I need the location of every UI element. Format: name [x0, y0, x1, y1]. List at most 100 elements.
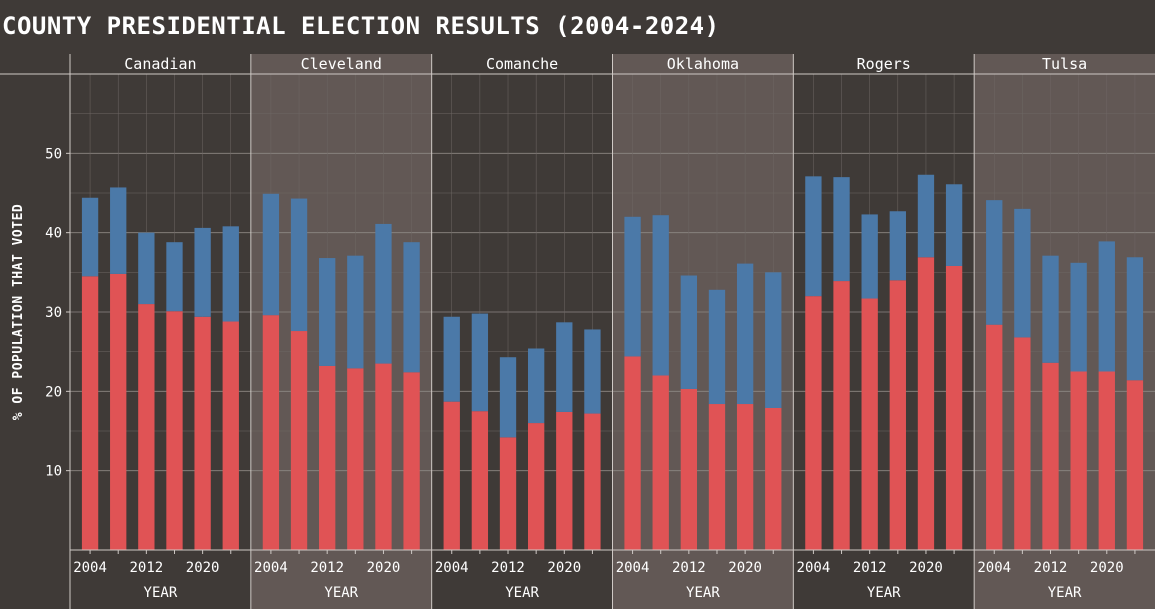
bar-democrat-2004: [262, 193, 280, 316]
bar-republican-2024: [584, 413, 601, 550]
x-tick-label: 2020: [728, 560, 762, 576]
x-tick-label: 2004: [435, 560, 469, 576]
bar-democrat-2024: [584, 329, 601, 414]
x-tick-label: 2004: [797, 560, 831, 576]
bar-democrat-2016: [527, 348, 545, 424]
bar-republican-2008: [110, 273, 127, 550]
x-axis-title: YEAR: [505, 585, 539, 601]
bar-democrat-2008: [290, 198, 308, 332]
bar-democrat-2008: [471, 313, 489, 412]
bar-republican-2012: [861, 298, 878, 550]
bar-democrat-2004: [805, 176, 822, 297]
gridlines: [431, 74, 613, 550]
y-tick-label: 20: [45, 384, 62, 400]
facet-background: [431, 54, 613, 609]
bar-democrat-2016: [166, 242, 183, 312]
bar-republican-2004: [443, 401, 460, 550]
bar-republican-2024: [403, 372, 420, 550]
bar-democrat-2004: [624, 216, 641, 357]
facet-comanche: Comanche 2004 2012 2020 YEAR: [431, 54, 613, 609]
bar-republican-2012: [680, 388, 698, 550]
x-tick-label: 2012: [129, 560, 163, 576]
bar-republican-2008: [471, 411, 489, 550]
x-tick-label: 2020: [909, 560, 943, 576]
bar-republican-2012: [499, 437, 517, 550]
facet-tulsa: Tulsa 2004 2012 2020 YEAR: [973, 54, 1155, 609]
bar-republican-2012: [138, 304, 155, 550]
bar-democrat-2012: [499, 357, 517, 438]
facet-label: Oklahoma: [667, 55, 739, 73]
bar-republican-2004: [81, 276, 99, 550]
facet-cleveland: Cleveland 2004 2012 2020 YEAR: [250, 54, 432, 609]
bar-democrat-2016: [1070, 262, 1087, 372]
bar-republican-2024: [1126, 380, 1144, 550]
bar-democrat-2024: [1126, 257, 1144, 381]
facet-background: [612, 54, 794, 609]
facet-background: [70, 54, 251, 609]
bar-republican-2024: [222, 321, 239, 550]
x-tick-label: 2020: [1090, 560, 1124, 576]
bar-republican-2016: [708, 404, 726, 550]
x-tick-label: 2012: [310, 560, 344, 576]
bar-republican-2004: [624, 356, 641, 550]
bar-republican-2008: [1014, 337, 1031, 550]
bar-democrat-2016: [708, 289, 726, 405]
bar-republican-2024: [945, 265, 963, 550]
bar-democrat-2024: [765, 272, 782, 408]
x-tick-label: 2004: [616, 560, 650, 576]
x-axis-title: YEAR: [144, 585, 178, 601]
x-tick-label: 2020: [547, 560, 581, 576]
facet-rogers: Rogers 2004 2012 2020 YEAR: [792, 54, 975, 609]
bar-republican-2024: [765, 407, 782, 550]
bar-republican-2008: [290, 331, 308, 550]
x-tick-label: 2020: [186, 560, 220, 576]
x-axis-title: YEAR: [324, 585, 358, 601]
x-tick-label: 2004: [73, 560, 107, 576]
bar-republican-2004: [262, 315, 280, 550]
facet-background: [974, 54, 1155, 609]
bar-republican-2016: [889, 280, 906, 550]
y-axis-label: % OF POPULATION THAT VOTED: [11, 204, 26, 421]
bar-democrat-2020: [1098, 241, 1115, 372]
bar-republican-2020: [1098, 371, 1115, 550]
bar-democrat-2024: [222, 226, 239, 322]
y-tick-label: 10: [45, 464, 62, 480]
x-tick-label: 2012: [491, 560, 525, 576]
y-tick-label: 40: [45, 226, 62, 242]
bar-democrat-2012: [1042, 255, 1059, 363]
facet-panels: Canadian 2004 2012 2020 YEAR Cleveland 2004 201…: [69, 54, 1155, 609]
bar-republican-2016: [347, 368, 364, 550]
bar-democrat-2020: [194, 227, 211, 317]
bar-republican-2004: [986, 324, 1003, 550]
facet-background: [793, 54, 975, 609]
bar-republican-2008: [652, 375, 669, 550]
x-tick-label: 2012: [1034, 560, 1068, 576]
bar-democrat-2008: [833, 177, 850, 282]
bar-republican-2016: [527, 423, 545, 550]
bar-democrat-2016: [347, 255, 364, 369]
bar-democrat-2020: [375, 223, 392, 364]
x-tick-label: 2012: [672, 560, 706, 576]
facet-label: Rogers: [857, 55, 911, 73]
bar-democrat-2008: [652, 215, 669, 376]
bar-democrat-2024: [945, 184, 963, 266]
bar-democrat-2020: [736, 263, 754, 405]
bar-democrat-2016: [889, 211, 906, 281]
bar-democrat-2008: [110, 187, 127, 274]
facet-oklahoma: Oklahoma 2004 2012 2020 YEAR: [612, 54, 794, 609]
y-tick-label: 50: [45, 146, 62, 162]
bar-democrat-2004: [443, 316, 460, 402]
bar-democrat-2020: [917, 174, 935, 258]
bar-republican-2020: [556, 411, 573, 550]
bar-democrat-2012: [319, 258, 336, 366]
bar-democrat-2024: [403, 242, 420, 373]
bar-republican-2020: [194, 316, 211, 550]
bar-republican-2016: [166, 311, 183, 550]
bar-republican-2020: [375, 363, 392, 550]
x-tick-label: 2012: [853, 560, 887, 576]
x-tick-label: 2004: [977, 560, 1011, 576]
bar-democrat-2012: [680, 275, 698, 389]
bar-democrat-2004: [986, 200, 1003, 325]
y-tick-label: 30: [45, 305, 62, 321]
